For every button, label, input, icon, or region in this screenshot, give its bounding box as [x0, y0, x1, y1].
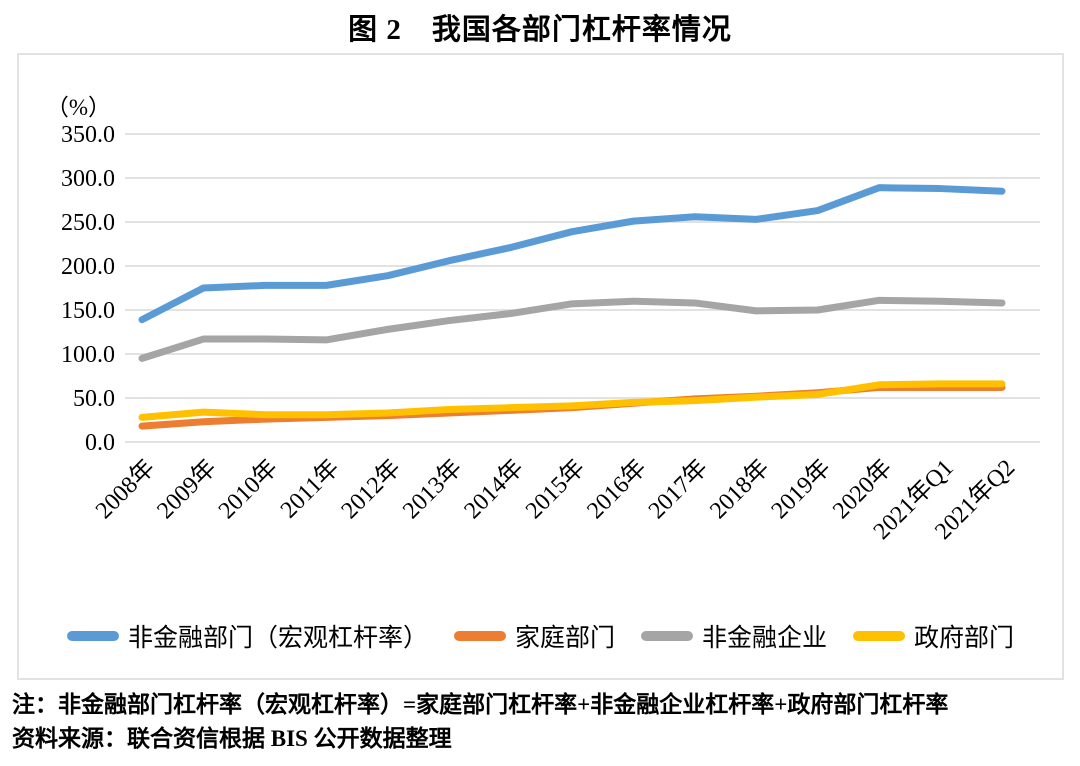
x-tick-label: 2014年	[459, 454, 529, 524]
x-tick-label: 2012年	[336, 454, 406, 524]
chart-title: 图 2 我国各部门杠杆率情况	[348, 14, 732, 46]
series-line	[138, 296, 1006, 362]
y-tick-label: 150.0	[61, 298, 115, 324]
legend-swatch-icon	[853, 631, 906, 641]
y-tick-label: 350.0	[61, 122, 115, 148]
legend-item: 政府部门	[853, 618, 1014, 654]
x-tick-label: 2019年	[766, 454, 836, 524]
legend-item: 非金融部门（宏观杠杆率）	[66, 618, 428, 654]
y-tick-label: 250.0	[61, 210, 115, 236]
chart-source: 资料来源：联合资信根据 BIS 公开数据整理	[12, 726, 452, 751]
x-tick-label: 2010年	[213, 454, 283, 524]
x-tick-label: 2008年	[90, 454, 160, 524]
x-tick-label: 2013年	[397, 454, 467, 524]
series-line	[138, 184, 1006, 324]
legend-label: 非金融部门（宏观杠杆率）	[127, 625, 428, 652]
y-tick-label: 200.0	[61, 254, 115, 280]
y-tick-label: 300.0	[61, 166, 115, 192]
legend-label: 家庭部门	[514, 625, 615, 652]
y-axis-unit-label: （%）	[46, 95, 111, 120]
legend-swatch-icon	[641, 631, 693, 641]
chart-area: 350.0 300.0 250.0 200.0 150.0 100.0 50.0 0.0 （%）…	[17, 53, 1064, 680]
x-tick-label: 2015年	[520, 454, 590, 524]
legend-label: 政府部门	[914, 625, 1015, 652]
y-tick-label: 100.0	[61, 342, 115, 368]
legend-item: 家庭部门	[453, 618, 615, 654]
y-tick-label: 0.0	[85, 430, 115, 456]
chart-legend: 非金融部门（宏观杠杆率） 家庭部门 非金融企业 政府部门	[19, 618, 1062, 654]
y-tick-label: 50.0	[73, 386, 115, 412]
x-tick-label: 2018年	[705, 454, 775, 524]
x-tick-label: 2017年	[643, 454, 713, 524]
chart-note: 注：非金融部门杠杆率（宏观杠杆率）=家庭部门杠杆率+非金融企业杠杆率+政府部门杠…	[12, 692, 949, 717]
legend-item: 非金融企业	[641, 618, 827, 654]
x-tick-label: 2009年	[152, 454, 222, 524]
legend-label: 非金融企业	[702, 625, 828, 652]
series-line	[138, 380, 1006, 421]
chart-notes: 注：非金融部门杠杆率（宏观杠杆率）=家庭部门杠杆率+非金融企业杠杆率+政府部门杠…	[12, 688, 1072, 756]
line-chart-plot: 350.0 300.0 250.0 200.0 150.0 100.0 50.0 0.0 （%）…	[46, 95, 1040, 545]
x-tick-label: 2016年	[582, 454, 652, 524]
legend-swatch-icon	[453, 631, 506, 641]
x-tick-label: 2011年	[275, 454, 344, 523]
legend-swatch-icon	[66, 631, 119, 641]
